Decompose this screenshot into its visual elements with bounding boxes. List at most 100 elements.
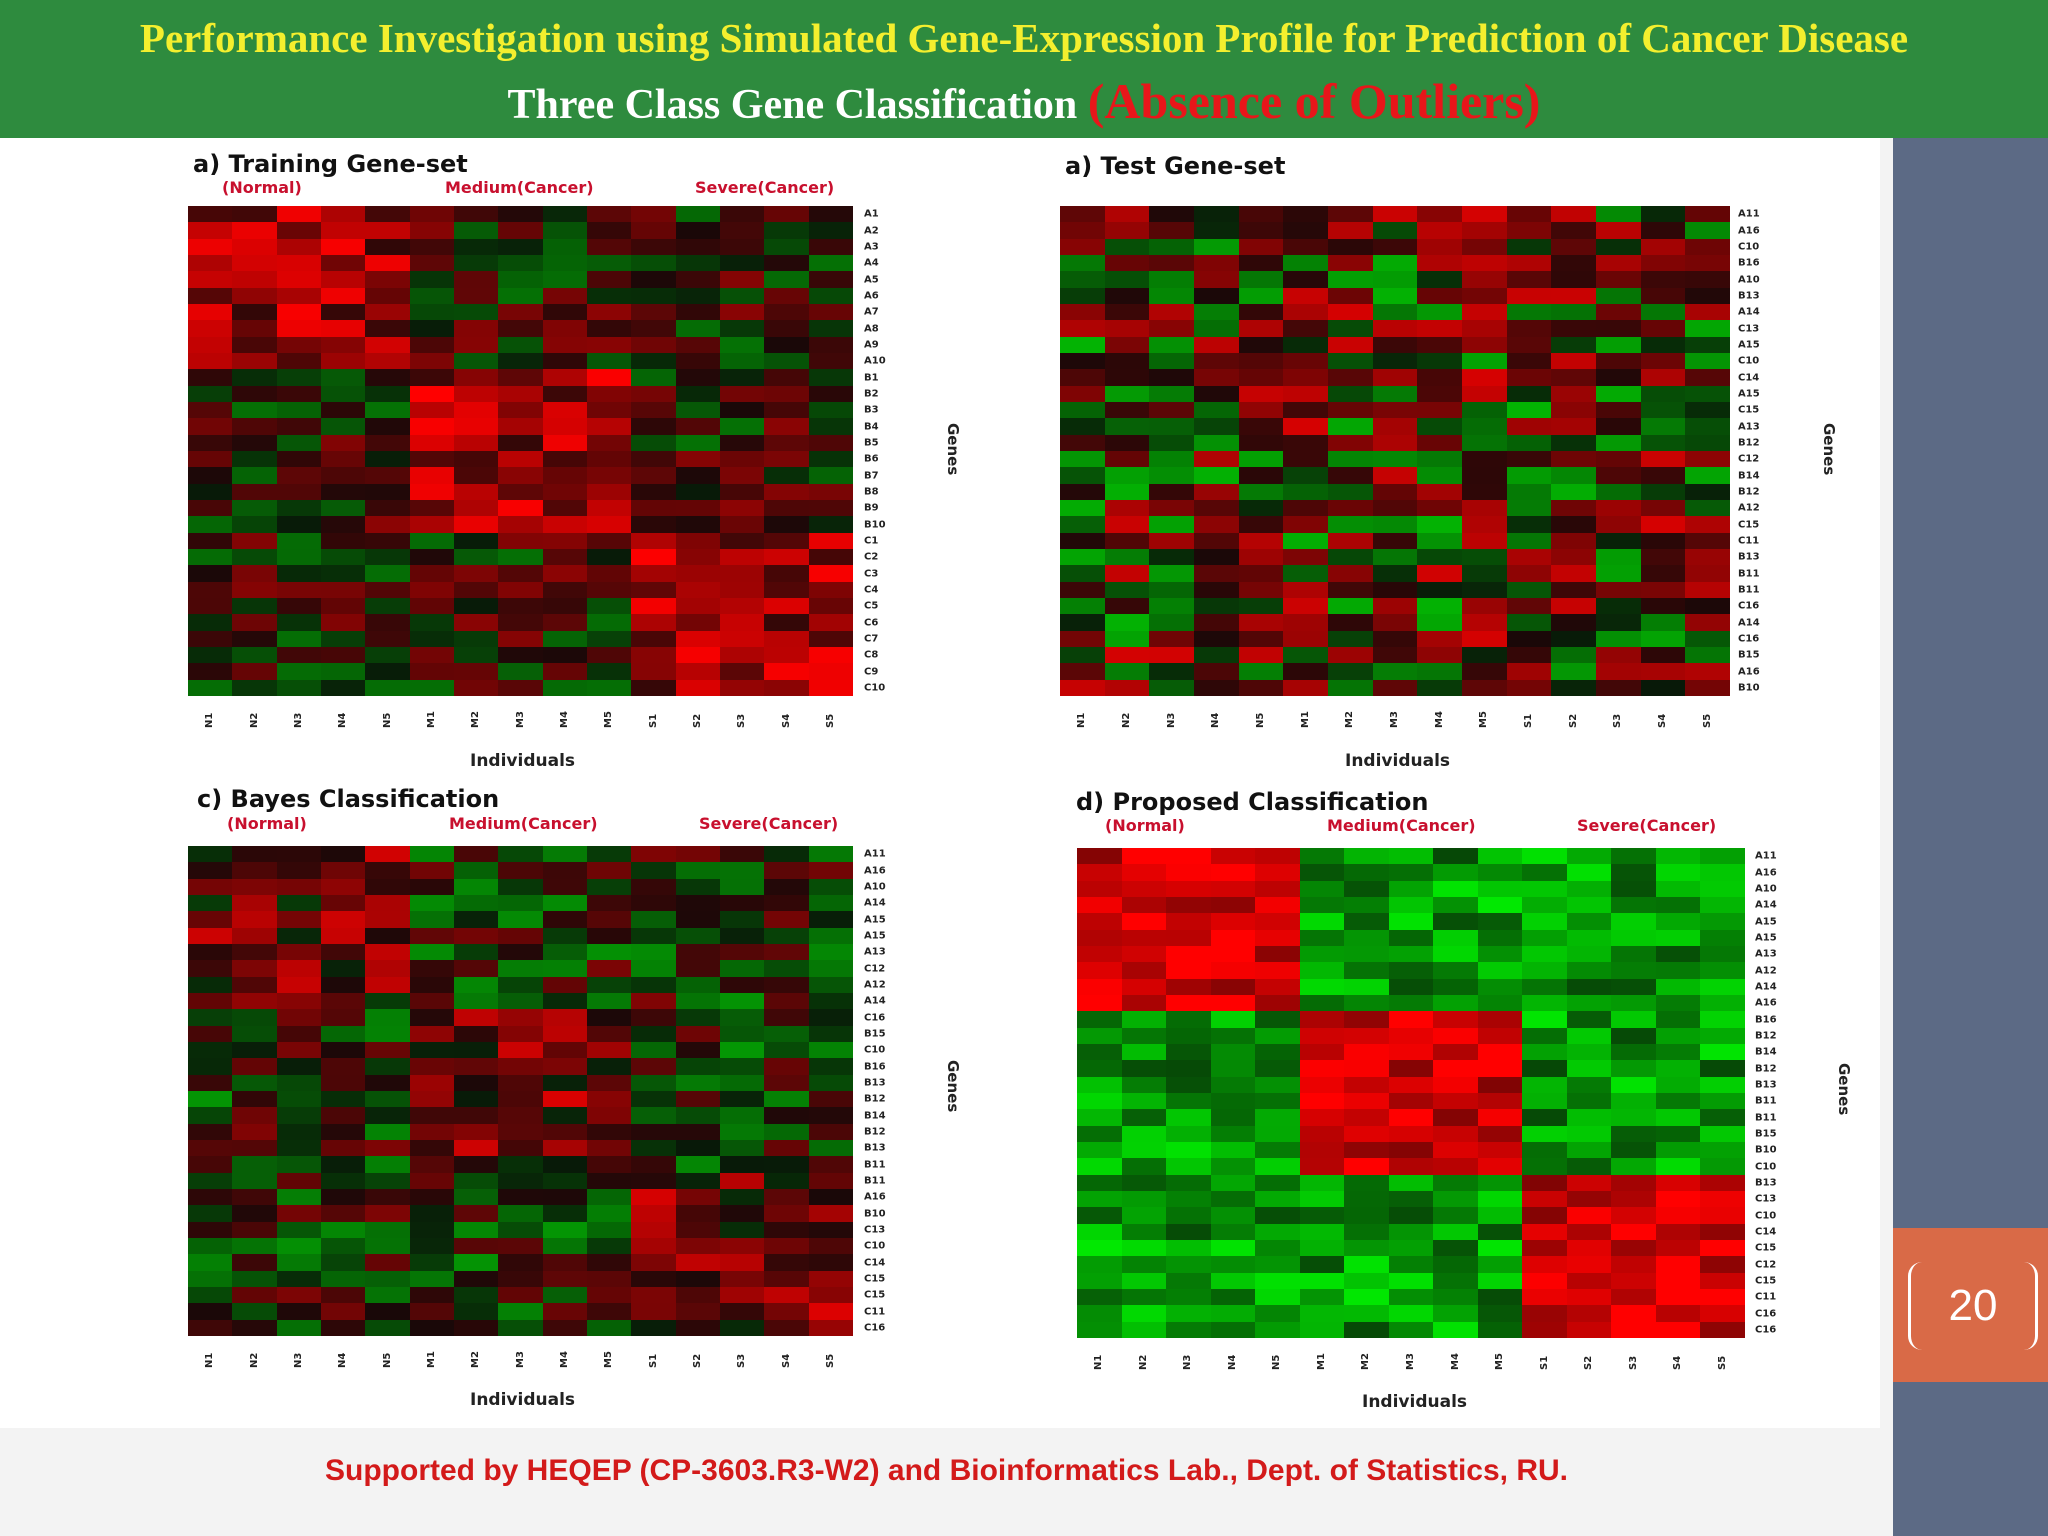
heatmap-cell bbox=[409, 418, 454, 435]
heatmap-cell bbox=[1551, 679, 1596, 696]
heatmap-cell bbox=[764, 1009, 809, 1026]
heatmap-cell bbox=[453, 287, 499, 304]
heatmap-cell bbox=[675, 1303, 720, 1320]
heatmap-cell bbox=[232, 238, 277, 255]
heatmap-cell bbox=[586, 976, 632, 993]
heatmap-cell bbox=[365, 336, 410, 353]
heatmap-cell bbox=[232, 846, 277, 863]
heatmap-cell bbox=[365, 483, 410, 500]
heatmap-cell bbox=[764, 238, 809, 255]
individual-label: M2 bbox=[470, 1351, 482, 1368]
heatmap-cell bbox=[453, 1107, 499, 1124]
heatmap-cell bbox=[1596, 581, 1641, 598]
heatmap-cell bbox=[1060, 630, 1105, 647]
heatmap-cell bbox=[1344, 1044, 1389, 1061]
heatmap-cell bbox=[1372, 238, 1418, 255]
heatmap-cell bbox=[1283, 679, 1328, 696]
heatmap-cell bbox=[675, 647, 720, 664]
heatmap-cell bbox=[1328, 663, 1373, 680]
heatmap-cell bbox=[1551, 385, 1596, 402]
heatmap-cell bbox=[1372, 630, 1418, 647]
heatmap-cell bbox=[1433, 913, 1478, 930]
heatmap-cell bbox=[586, 1123, 632, 1140]
heatmap-cell bbox=[1344, 978, 1389, 995]
heatmap-cell bbox=[1700, 1093, 1745, 1110]
heatmap-cell bbox=[409, 369, 454, 386]
heatmap-cell bbox=[764, 532, 809, 549]
heatmap-cell bbox=[1566, 1076, 1612, 1093]
heatmap-cell bbox=[1194, 549, 1239, 566]
heatmap-cell bbox=[1104, 304, 1150, 321]
heatmap-cell bbox=[232, 647, 277, 664]
heatmap-cell bbox=[1166, 1027, 1211, 1044]
heatmap-cell bbox=[1417, 516, 1462, 533]
heatmap-cell bbox=[1477, 978, 1523, 995]
heatmap-cell bbox=[498, 565, 543, 582]
heatmap-cell bbox=[1238, 402, 1284, 419]
heatmap-cell bbox=[1299, 897, 1345, 914]
heatmap-cell bbox=[1121, 897, 1167, 914]
heatmap-cell bbox=[365, 320, 410, 337]
heatmap-cell bbox=[764, 451, 809, 468]
heatmap-cell bbox=[1506, 255, 1552, 272]
heatmap-cell bbox=[1121, 1044, 1167, 1061]
heatmap-cell bbox=[675, 630, 720, 647]
heatmap-cell bbox=[1238, 238, 1284, 255]
gene-label: A14 bbox=[864, 995, 886, 1007]
heatmap-cell bbox=[1060, 385, 1105, 402]
heatmap-cell bbox=[1299, 1305, 1345, 1322]
heatmap-cell bbox=[1640, 255, 1686, 272]
heatmap-cell bbox=[188, 1074, 233, 1091]
heatmap-cell bbox=[276, 549, 321, 566]
heatmap-cell bbox=[1551, 320, 1596, 337]
heatmap-cell bbox=[1433, 1142, 1478, 1159]
heatmap-cell bbox=[1433, 962, 1478, 979]
heatmap-cell bbox=[808, 451, 853, 468]
heatmap-cell bbox=[1194, 614, 1239, 631]
figure-panel: a) Training Gene-set (Normal) Medium(Cance… bbox=[0, 138, 1880, 1428]
heatmap-cell bbox=[1121, 864, 1167, 881]
heatmap-cell bbox=[542, 878, 587, 895]
heatmap-cell bbox=[542, 1287, 587, 1304]
heatmap-cell bbox=[232, 532, 277, 549]
gene-label: B2 bbox=[864, 388, 879, 400]
heatmap-cell bbox=[1506, 206, 1552, 223]
heatmap-cell bbox=[188, 1189, 233, 1206]
heatmap-cell bbox=[586, 1042, 632, 1059]
heatmap-cell bbox=[498, 1287, 543, 1304]
heatmap-cell bbox=[719, 483, 765, 500]
heatmap-cell bbox=[586, 598, 632, 615]
heatmap-cell bbox=[365, 927, 410, 944]
heatmap-cell bbox=[276, 385, 321, 402]
heatmap-cell bbox=[542, 647, 587, 664]
heatmap-cell bbox=[276, 287, 321, 304]
heatmap-cell bbox=[1121, 1125, 1167, 1142]
heatmap-cell bbox=[1462, 630, 1507, 647]
heatmap-cell bbox=[1388, 1076, 1434, 1093]
heatmap-cell bbox=[675, 1091, 720, 1108]
heatmap-cell bbox=[1121, 913, 1167, 930]
heatmap-cell bbox=[1640, 483, 1686, 500]
heatmap-cell bbox=[1700, 864, 1745, 881]
heatmap-cell bbox=[1328, 271, 1373, 288]
heatmap-cell bbox=[764, 1025, 809, 1042]
heatmap-cell bbox=[320, 549, 366, 566]
heatmap-cell bbox=[1077, 880, 1122, 897]
heatmap-cell bbox=[1417, 418, 1462, 435]
heatmap-cell bbox=[1655, 913, 1701, 930]
gene-label: B16 bbox=[1755, 1014, 1777, 1025]
heatmap-cell bbox=[276, 1042, 321, 1059]
gene-label: A16 bbox=[1738, 666, 1760, 677]
heatmap-cell bbox=[1238, 385, 1284, 402]
heatmap-cell bbox=[1104, 402, 1150, 419]
heatmap-cell bbox=[1104, 467, 1150, 484]
heatmap-cell bbox=[719, 911, 765, 928]
heatmap-cell bbox=[1417, 679, 1462, 696]
heatmap-cell bbox=[586, 911, 632, 928]
heatmap-cell bbox=[320, 451, 366, 468]
heatmap-cell bbox=[365, 581, 410, 598]
heatmap-cell bbox=[631, 206, 676, 223]
heatmap-cell bbox=[764, 255, 809, 272]
heatmap-cell bbox=[1283, 663, 1328, 680]
heatmap-cell bbox=[1700, 880, 1745, 897]
